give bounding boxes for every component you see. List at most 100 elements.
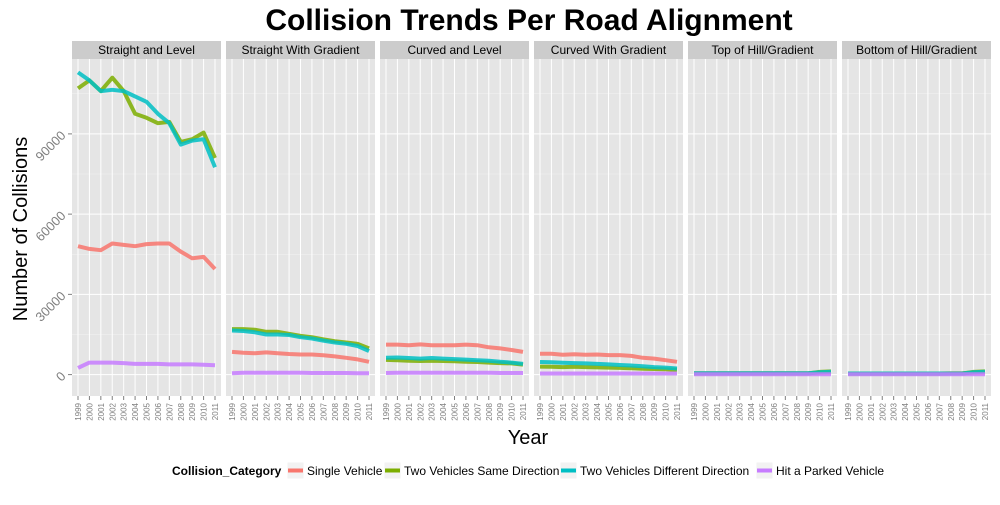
x-tick-label: 2004: [747, 402, 756, 420]
x-tick-label: 2009: [188, 402, 197, 420]
x-tick-label: 1999: [74, 402, 83, 420]
x-tick-label: 2006: [308, 402, 317, 420]
legend-label: Two Vehicles Different Direction: [580, 464, 749, 478]
x-tick-label: 2007: [473, 402, 482, 420]
x-tick-label: 2010: [200, 402, 209, 420]
y-axis-label: Number of Collisions: [10, 137, 32, 322]
x-tick-label: 1999: [690, 402, 699, 420]
x-tick-label: 2004: [131, 402, 140, 420]
x-tick-label: 2004: [285, 402, 294, 420]
x-tick-label: 2008: [331, 402, 340, 420]
x-tick-label: 2005: [913, 402, 922, 420]
x-tick-label: 2011: [211, 402, 220, 420]
facet-strip-label: Curved With Gradient: [551, 43, 667, 57]
x-tick-label: 2005: [143, 402, 152, 420]
legend-item-hit-a-parked-vehicle: Hit a Parked Vehicle: [756, 462, 884, 479]
facet-strip-label: Bottom of Hill/Gradient: [856, 43, 977, 57]
legend-label: Single Vehicle: [307, 464, 383, 478]
x-tick-label: 2009: [342, 402, 351, 420]
y-tick-label: 0: [53, 369, 69, 385]
x-tick-label: 2006: [154, 402, 163, 420]
x-tick-label: 2005: [605, 402, 614, 420]
x-tick-label: 2006: [462, 402, 471, 420]
x-tick-label: 2010: [816, 402, 825, 420]
x-tick-label: 2000: [701, 402, 710, 420]
x-tick-label: 2006: [924, 402, 933, 420]
x-tick-label: 2003: [428, 402, 437, 420]
x-tick-label: 2001: [867, 402, 876, 420]
x-tick-label: 2010: [354, 402, 363, 420]
x-tick-label: 1999: [382, 402, 391, 420]
facet-strip-label: Straight With Gradient: [241, 43, 360, 57]
x-tick-label: 2003: [120, 402, 129, 420]
x-tick-label: 2004: [439, 402, 448, 420]
x-tick-label: 2000: [85, 402, 94, 420]
x-tick-label: 2000: [855, 402, 864, 420]
x-tick-label: 2005: [297, 402, 306, 420]
x-tick-label: 2002: [262, 402, 271, 420]
x-tick-label: 2000: [239, 402, 248, 420]
legend-label: Two Vehicles Same Direction: [404, 464, 559, 478]
chart-title: Collision Trends Per Road Alignment: [265, 4, 792, 37]
legend-title: Collision_Category: [172, 464, 282, 478]
x-tick-label: 2011: [673, 402, 682, 420]
y-tick-label: 30000: [32, 288, 68, 324]
x-tick-label: 2006: [770, 402, 779, 420]
legend: Collision_Category Single Vehicle Two Veh…: [172, 462, 884, 479]
x-tick-label: 2001: [251, 402, 260, 420]
x-tick-label: 2011: [981, 402, 990, 420]
x-tick-label: 2007: [627, 402, 636, 420]
legend-item-two-vehicles-same-direction: Two Vehicles Same Direction: [384, 462, 559, 479]
series-line-hit-a-parked-vehicle: [232, 373, 369, 374]
x-tick-label: 2000: [393, 402, 402, 420]
x-tick-label: 2008: [947, 402, 956, 420]
x-tick-label: 2006: [616, 402, 625, 420]
legend-item-single-vehicle: Single Vehicle: [287, 462, 383, 479]
facet-strip-label: Straight and Level: [98, 43, 195, 57]
x-tick-label: 2009: [958, 402, 967, 420]
x-axis-label: Year: [508, 427, 549, 449]
legend-label: Hit a Parked Vehicle: [776, 464, 884, 478]
x-tick-label: 2011: [365, 402, 374, 420]
x-tick-label: 2002: [108, 402, 117, 420]
x-tick-label: 2005: [759, 402, 768, 420]
x-tick-label: 2004: [901, 402, 910, 420]
x-tick-label: 2011: [827, 402, 836, 420]
x-tick-label: 2003: [582, 402, 591, 420]
x-tick-label: 2009: [496, 402, 505, 420]
y-tick-label: 60000: [32, 208, 68, 244]
x-tick-label: 2007: [319, 402, 328, 420]
x-tick-label: 2001: [97, 402, 106, 420]
facet-strip-label: Curved and Level: [407, 43, 501, 57]
x-tick-label: 2009: [804, 402, 813, 420]
x-tick-label: 2001: [559, 402, 568, 420]
x-tick-label: 2001: [713, 402, 722, 420]
x-tick-label: 2008: [793, 402, 802, 420]
x-tick-label: 2010: [970, 402, 979, 420]
x-tick-label: 2003: [736, 402, 745, 420]
x-tick-label: 2002: [878, 402, 887, 420]
x-tick-label: 2000: [547, 402, 556, 420]
y-tick-label: 90000: [32, 128, 68, 164]
x-tick-label: 1999: [844, 402, 853, 420]
x-tick-label: 2004: [593, 402, 602, 420]
x-tick-label: 1999: [536, 402, 545, 420]
x-tick-label: 2007: [935, 402, 944, 420]
x-tick-label: 2002: [570, 402, 579, 420]
x-tick-label: 2007: [781, 402, 790, 420]
x-tick-label: 2003: [274, 402, 283, 420]
x-tick-label: 2005: [451, 402, 460, 420]
x-tick-label: 2007: [165, 402, 174, 420]
x-tick-label: 2001: [405, 402, 414, 420]
x-tick-label: 2008: [639, 402, 648, 420]
x-tick-label: 2010: [508, 402, 517, 420]
x-tick-label: 2002: [724, 402, 733, 420]
